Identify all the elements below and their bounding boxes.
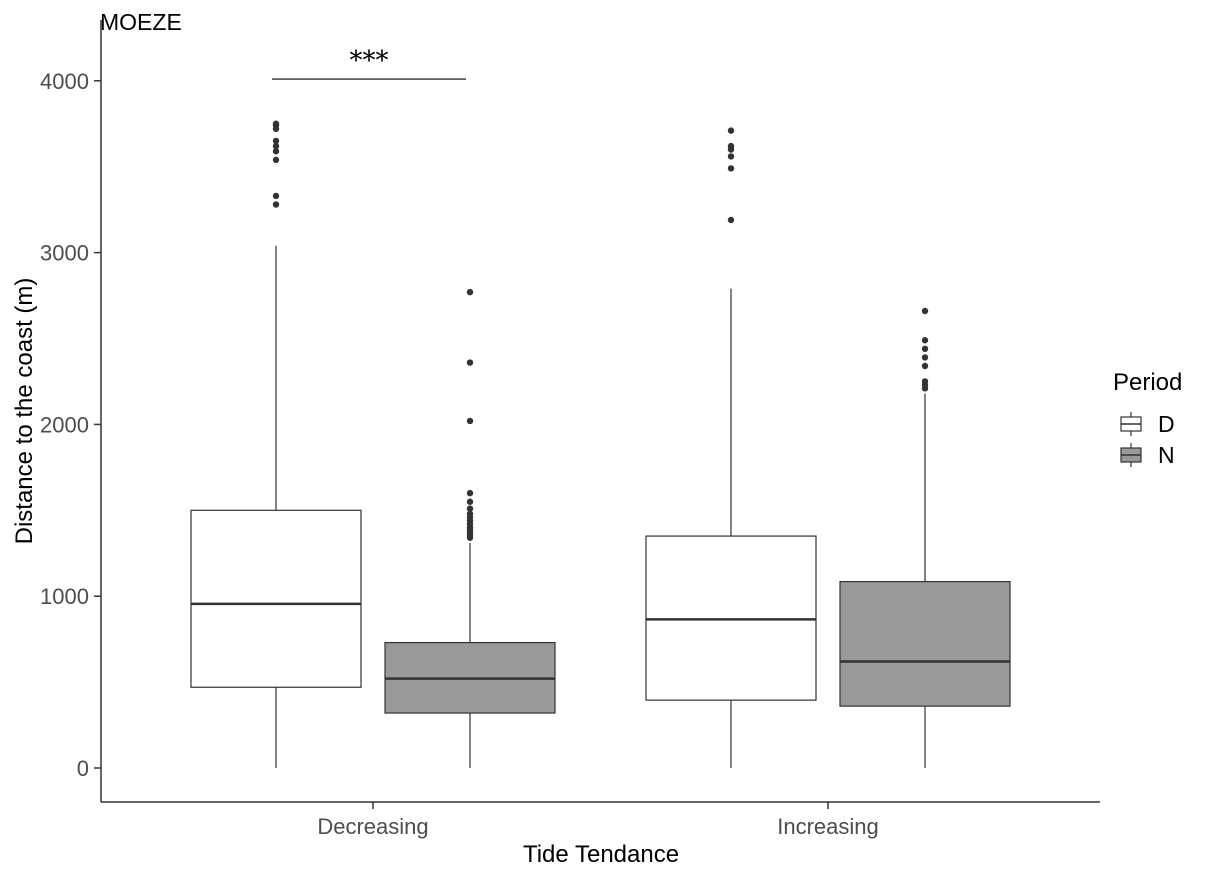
outlier-point [272, 142, 280, 150]
outlier-point [466, 288, 474, 296]
outlier-point [272, 148, 280, 155]
legend-label-d: D [1158, 411, 1175, 437]
outlier-point [272, 201, 280, 208]
outlier-point [921, 337, 929, 344]
legend-key-n [1120, 443, 1142, 467]
legend-key-d [1120, 412, 1142, 436]
outlier-point [272, 156, 280, 164]
significance-label: *** [350, 46, 389, 76]
outlier-point [921, 362, 929, 370]
outlier-point [466, 505, 474, 512]
box-n-decreasing [384, 288, 556, 768]
y-tick-label: 4000 [40, 69, 89, 94]
y-tick-label: 1000 [40, 584, 89, 609]
outlier-point [921, 307, 929, 315]
y-tick-label: 0 [77, 756, 89, 781]
box-d-increasing [645, 127, 817, 768]
outlier-point [921, 345, 929, 353]
outlier-point [466, 359, 474, 366]
y-tick-label: 2000 [40, 412, 89, 437]
outlier-point [272, 192, 280, 200]
box-iqr [645, 535, 817, 701]
x-tick-label: Decreasing [317, 814, 428, 839]
outlier-point [921, 378, 929, 385]
outlier-point [466, 417, 474, 425]
outlier-point [466, 489, 474, 497]
outlier-point [727, 165, 735, 172]
y-tick-label: 3000 [40, 241, 89, 266]
box-n-increasing [839, 307, 1011, 768]
outlier-point [466, 498, 474, 505]
outlier-point [727, 153, 735, 160]
outlier-point [727, 216, 735, 224]
outlier-point [727, 127, 735, 134]
outlier-point [921, 354, 929, 361]
legend-label-n: N [1158, 442, 1175, 468]
x-axis-title: Tide Tendance [523, 841, 679, 868]
box-d-decreasing [190, 120, 362, 768]
outlier-point [272, 137, 280, 145]
outlier-point [727, 142, 735, 150]
outlier-point [272, 120, 280, 127]
x-tick-label: Increasing [777, 814, 879, 839]
box-iqr [190, 509, 362, 688]
outlier-point [466, 510, 474, 517]
box-iqr [839, 580, 1011, 707]
legend: Period DN [1113, 369, 1182, 468]
legend-title: Period [1113, 369, 1182, 396]
y-axis-title: Distance to the coast (m) [11, 278, 38, 545]
chart-title: MOEZE [100, 9, 182, 35]
